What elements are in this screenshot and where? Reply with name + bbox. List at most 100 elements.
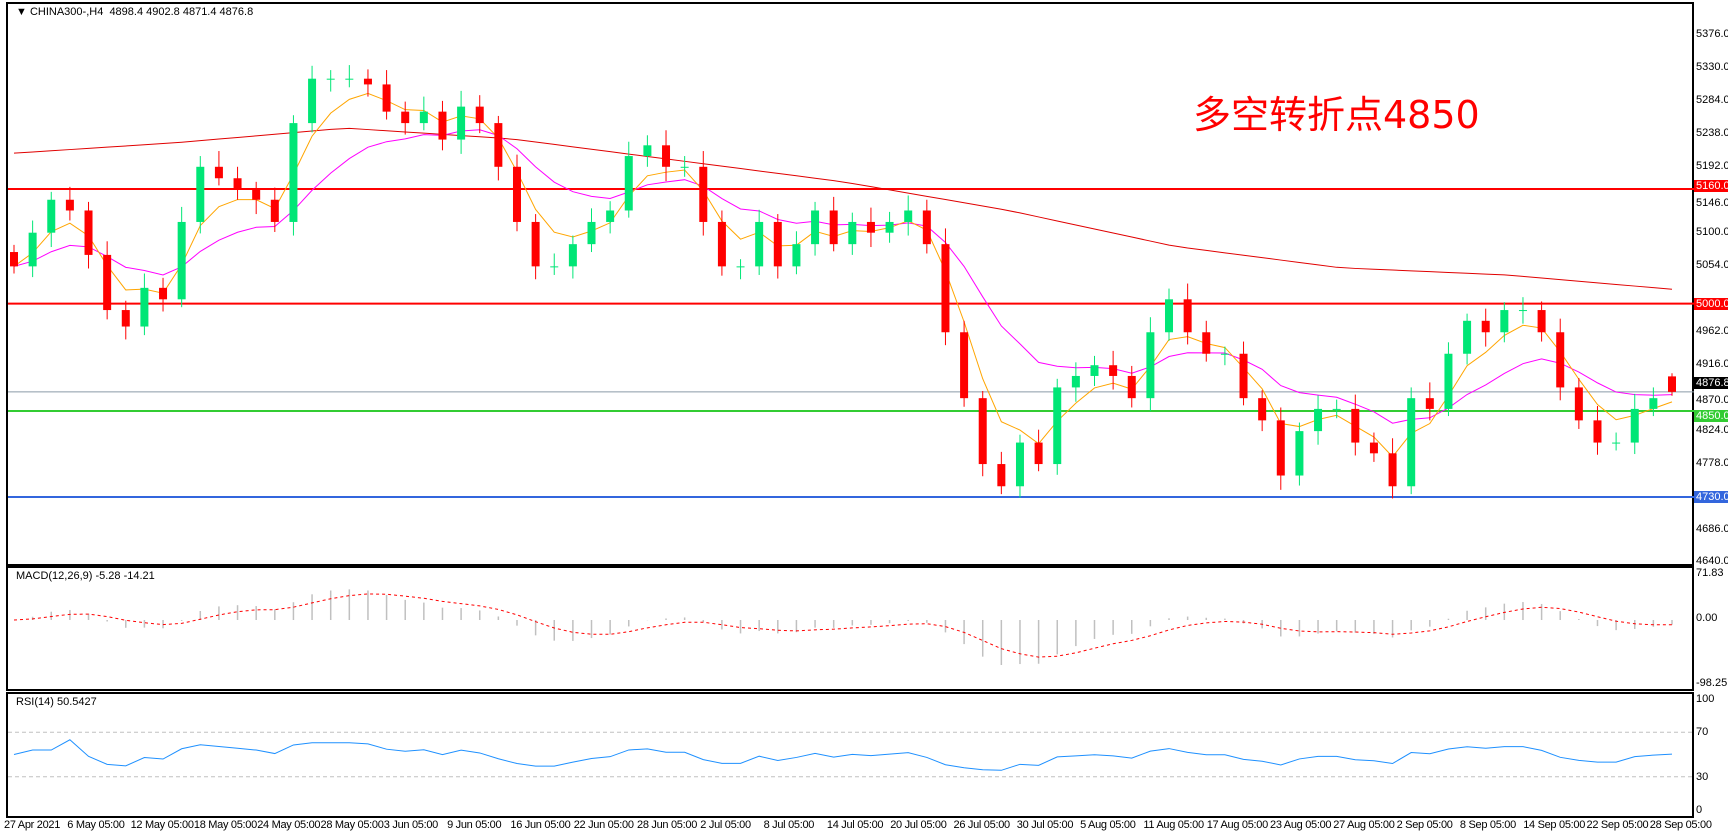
candle-body xyxy=(494,123,503,167)
candle xyxy=(773,214,782,279)
chart-header: ▼ CHINA300-,H4 4898.4 4902.8 4871.4 4876… xyxy=(16,6,253,18)
candle-body xyxy=(699,166,708,222)
candle-body xyxy=(401,111,410,124)
price-tick: 5146.0 xyxy=(1696,197,1728,210)
candle xyxy=(755,209,764,275)
candle xyxy=(1574,378,1583,429)
candle xyxy=(363,69,372,97)
candle-body xyxy=(1127,375,1136,399)
time-tick: 14 Sep 05:00 xyxy=(1523,819,1586,831)
rsi-panel[interactable]: RSI(14) 50.5427 xyxy=(6,692,1694,818)
candle xyxy=(177,206,186,308)
candle-body xyxy=(1034,442,1043,465)
candle-body xyxy=(177,221,186,300)
candle xyxy=(922,199,931,254)
candle-body xyxy=(475,106,484,124)
candle xyxy=(457,90,466,154)
candle-body xyxy=(140,287,149,327)
candle xyxy=(121,300,130,340)
candle xyxy=(233,166,242,200)
candle xyxy=(736,259,745,280)
candle xyxy=(1015,434,1024,498)
candle-body xyxy=(960,332,969,399)
candle-body xyxy=(997,464,1006,487)
candle-body xyxy=(1556,332,1565,388)
candle-body xyxy=(1407,398,1416,487)
candle xyxy=(1351,394,1360,456)
candle-body xyxy=(643,145,652,157)
macd-svg xyxy=(13,589,1673,665)
price-tick: 5330.0 xyxy=(1696,61,1728,74)
candle-body xyxy=(717,221,726,267)
time-tick: 16 Jun 05:00 xyxy=(510,819,571,831)
time-tick: 3 Jun 05:00 xyxy=(383,819,439,831)
fast-ma-line xyxy=(13,92,1673,458)
candle xyxy=(512,154,521,232)
candle xyxy=(494,115,503,181)
time-tick: 24 May 05:00 xyxy=(257,819,321,831)
level-price-tag: 4850.0 xyxy=(1694,410,1728,423)
candle-body xyxy=(1295,431,1304,476)
time-tick: 14 Jul 05:00 xyxy=(826,819,884,831)
candle-body xyxy=(47,199,56,233)
candle xyxy=(1332,399,1341,419)
candle-body xyxy=(214,166,223,179)
candle xyxy=(1481,308,1490,347)
rsi-tick: 30 xyxy=(1696,770,1709,783)
rsi-tick: 70 xyxy=(1696,726,1709,739)
candle-body xyxy=(438,111,447,140)
candle-body xyxy=(233,178,242,189)
candle-body xyxy=(10,252,18,267)
time-tick: 8 Jul 05:00 xyxy=(763,819,815,831)
candle-body xyxy=(419,111,428,124)
candle-body xyxy=(363,78,372,85)
candle-body xyxy=(1518,310,1527,312)
candle-body xyxy=(829,210,838,245)
candle-body xyxy=(755,221,764,267)
time-tick: 5 Aug 05:00 xyxy=(1080,819,1136,831)
candle-body xyxy=(606,210,615,222)
candle xyxy=(1407,387,1416,495)
macd-panel[interactable]: MACD(12,26,9) -5.28 -14.21 xyxy=(6,566,1694,691)
candle xyxy=(10,244,18,274)
candle-body xyxy=(345,78,354,80)
price-tick: 4640.0 xyxy=(1696,555,1728,568)
price-tick: 4824.0 xyxy=(1696,423,1728,436)
macd-tick: -98.25 xyxy=(1696,677,1728,689)
candle-body xyxy=(811,210,820,245)
time-tick: 30 Jul 05:00 xyxy=(1016,819,1074,831)
candle xyxy=(997,451,1006,495)
price-tick: 5192.0 xyxy=(1696,160,1728,173)
candle xyxy=(662,130,671,182)
time-tick: 17 Aug 05:00 xyxy=(1206,819,1269,831)
candle xyxy=(47,191,56,248)
candle-body xyxy=(1537,310,1546,333)
candle xyxy=(1388,438,1397,499)
price-tick: 4962.0 xyxy=(1696,324,1728,337)
candle xyxy=(1295,422,1304,486)
candle-body xyxy=(568,244,577,267)
ohlc-readout: 4898.4 4902.8 4871.4 4876.8 xyxy=(109,6,254,18)
candle xyxy=(1425,382,1434,421)
candle-body xyxy=(1239,353,1248,399)
time-tick: 22 Jun 05:00 xyxy=(573,819,634,831)
price-chart-svg xyxy=(8,65,1694,499)
candle xyxy=(1165,288,1174,341)
rsi-label: RSI(14) 50.5427 xyxy=(16,696,97,708)
time-tick: 6 May 05:00 xyxy=(67,819,125,831)
candle xyxy=(811,201,820,256)
candle-body xyxy=(382,84,391,112)
collapse-arrow-icon[interactable]: ▼ xyxy=(16,6,27,18)
candle-body xyxy=(1463,320,1472,354)
price-chart-panel[interactable]: ▼ CHINA300-,H4 4898.4 4902.8 4871.4 4876… xyxy=(6,2,1694,566)
candle-body xyxy=(773,221,782,267)
candle-body xyxy=(65,199,74,211)
time-tick: 11 Aug 05:00 xyxy=(1143,819,1204,831)
candle xyxy=(904,195,913,236)
candle-body xyxy=(1053,387,1062,465)
mid-ma-line xyxy=(13,129,1673,424)
time-tick: 20 Jul 05:00 xyxy=(890,819,947,831)
candle-body xyxy=(1369,442,1378,454)
candle xyxy=(1369,432,1378,462)
candle xyxy=(717,210,726,276)
